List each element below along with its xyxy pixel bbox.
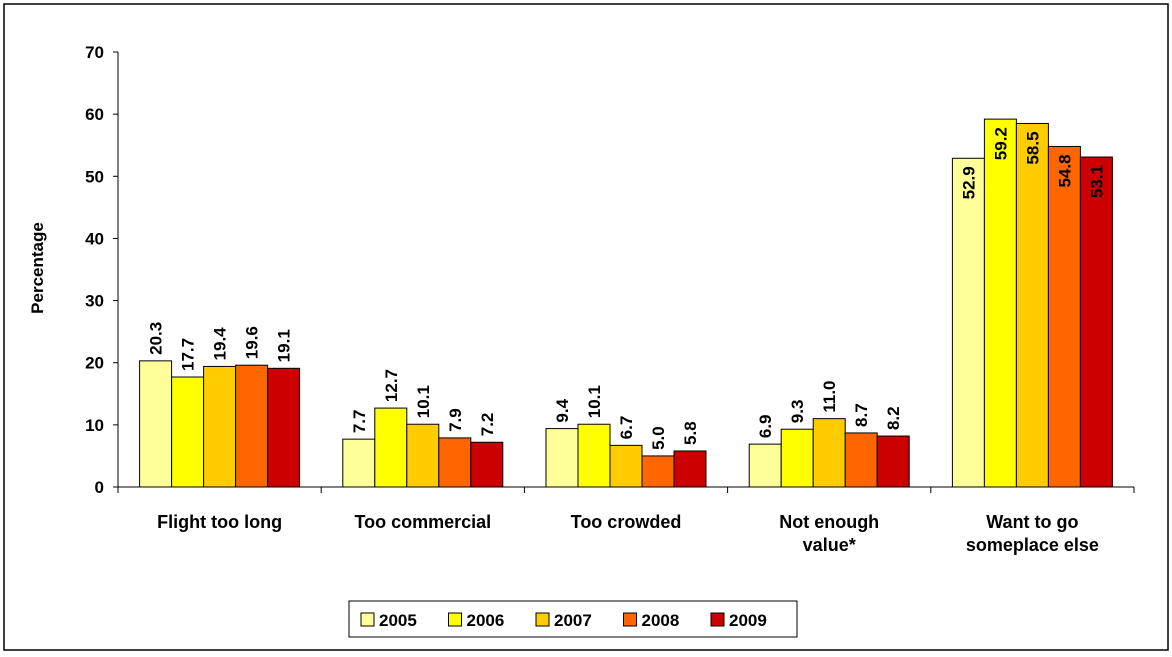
bar-2005 xyxy=(545,428,579,488)
x-tick-label: Flight too long xyxy=(157,512,282,532)
x-tick-label: Too crowded xyxy=(571,512,682,532)
y-tick-label: 50 xyxy=(85,167,104,186)
y-tick-label: 20 xyxy=(85,354,104,373)
bar-2006 xyxy=(577,423,611,488)
data-label: 5.0 xyxy=(649,426,668,450)
data-label: 59.2 xyxy=(991,127,1010,160)
data-label: 9.3 xyxy=(788,400,807,424)
y-axis-label: Percentage xyxy=(28,222,47,314)
bar-2008 xyxy=(438,437,472,488)
legend-label-2005: 2005 xyxy=(379,611,417,630)
data-label: 58.5 xyxy=(1023,131,1042,164)
bar-2008 xyxy=(235,364,269,488)
data-label: 19.6 xyxy=(243,326,262,359)
data-label: 19.1 xyxy=(275,329,294,362)
x-tick-label: Too commercial xyxy=(354,512,491,532)
bar-2007 xyxy=(812,418,846,488)
data-label: 7.7 xyxy=(350,410,369,434)
data-label: 6.7 xyxy=(617,416,636,440)
plot-area: 0 10 20 30 40 50 60 70 20.3 17.7 19.4 19.6 19.1 Fligh… xyxy=(85,43,1135,555)
bar-2006 xyxy=(983,118,1017,488)
bar-2005 xyxy=(951,157,985,488)
y-tick-label: 30 xyxy=(85,292,104,311)
bar-2008 xyxy=(844,432,878,488)
y-tick-label: 10 xyxy=(85,416,104,435)
bar-2008 xyxy=(1047,145,1081,488)
y-tick-label: 70 xyxy=(85,43,104,62)
legend-swatch-2005 xyxy=(360,612,375,627)
bar-2009 xyxy=(876,435,910,488)
x-tick-label: value* xyxy=(803,535,856,555)
data-label: 54.8 xyxy=(1055,154,1074,187)
legend-swatch-2006 xyxy=(448,612,462,627)
bar-2009 xyxy=(470,441,504,488)
data-label: 19.4 xyxy=(211,327,230,361)
bar-2006 xyxy=(780,428,814,488)
legend-label-2008: 2008 xyxy=(642,611,680,630)
legend-label-2009: 2009 xyxy=(729,611,767,630)
data-label: 10.1 xyxy=(585,385,604,418)
data-label: 53.1 xyxy=(1087,165,1106,198)
data-label: 11.0 xyxy=(820,380,839,412)
bar-2005 xyxy=(748,443,782,488)
data-label: 10.1 xyxy=(414,385,433,418)
x-tick-label: Not enough xyxy=(779,512,879,532)
data-label: 17.7 xyxy=(179,338,198,371)
x-tick-label: Want to go xyxy=(986,512,1078,532)
data-label: 7.2 xyxy=(478,413,497,437)
data-label: 12.7 xyxy=(382,369,401,402)
bar-2008 xyxy=(641,455,675,488)
data-label: 5.8 xyxy=(681,421,700,445)
data-label: 7.9 xyxy=(446,408,465,432)
legend-label-2006: 2006 xyxy=(467,611,505,630)
data-label: 6.9 xyxy=(756,414,775,438)
legend-swatch-2009 xyxy=(710,612,725,627)
bar-2009 xyxy=(1079,156,1113,488)
bar-2007 xyxy=(203,365,237,488)
data-label: 9.4 xyxy=(553,398,572,422)
x-tick-label: someplace else xyxy=(966,535,1099,555)
data-label: 52.9 xyxy=(959,166,978,199)
bar-2006 xyxy=(374,407,408,488)
bar-2007 xyxy=(609,444,643,488)
y-tick-label: 40 xyxy=(85,229,104,248)
bar-2005 xyxy=(342,438,376,488)
data-label: 8.2 xyxy=(884,406,903,430)
legend-label-2007: 2007 xyxy=(554,611,592,630)
bar-2009 xyxy=(267,367,301,488)
bar-2006 xyxy=(171,376,205,488)
y-tick-label: 60 xyxy=(85,105,104,124)
bar-2007 xyxy=(1015,122,1049,488)
data-label: 20.3 xyxy=(147,322,166,355)
y-tick-label: 0 xyxy=(95,478,104,497)
legend-swatch-2007 xyxy=(535,612,550,627)
bar-2009 xyxy=(673,450,707,488)
legend-swatch-2008 xyxy=(623,612,637,627)
bar-2007 xyxy=(406,423,440,488)
data-label: 8.7 xyxy=(852,403,871,427)
legend: 2005 2006 2007 2008 2009 xyxy=(348,600,798,638)
bar-2005 xyxy=(139,360,173,488)
